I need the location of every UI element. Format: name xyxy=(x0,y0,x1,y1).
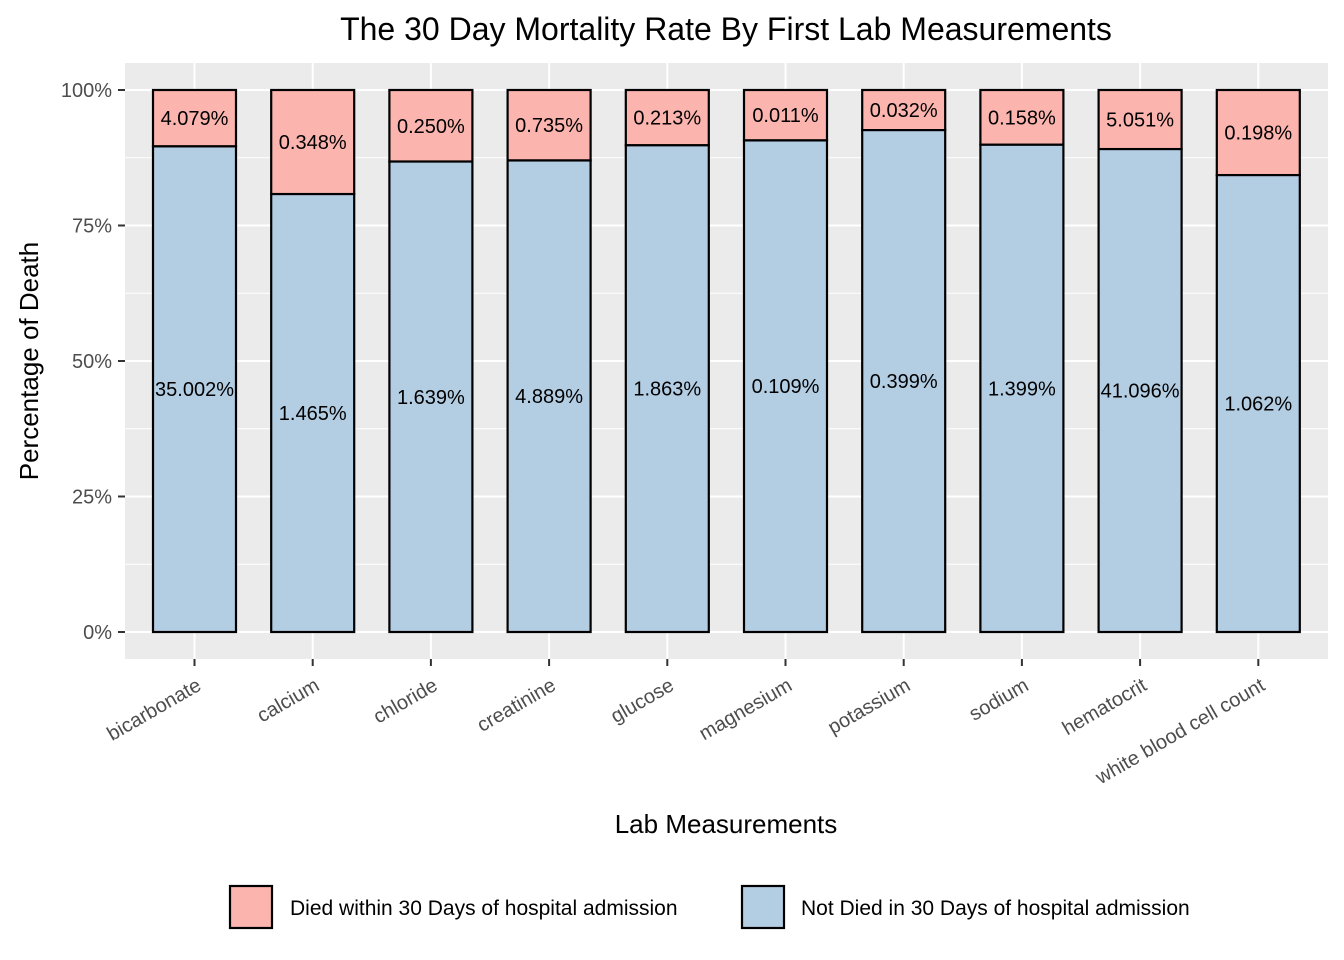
data-label-died: 0.348% xyxy=(279,132,347,154)
bar-not-died-sodium xyxy=(979,143,1065,634)
bar-not-died-glucose xyxy=(624,144,710,634)
x-tick-label: bicarbonate xyxy=(103,674,205,745)
x-tick-label: magnesium xyxy=(695,674,796,745)
data-label-died: 0.198% xyxy=(1224,123,1292,145)
bar-not-died-white-blood-cell-count xyxy=(1215,173,1301,634)
data-label-not-died: 41.096% xyxy=(1101,381,1180,403)
x-axis: bicarbonate calcium chloride creatinine gluc… xyxy=(103,659,1269,789)
x-tick-label: hematocrit xyxy=(1059,674,1151,740)
bar-died-magnesium xyxy=(742,88,829,142)
bar-died-white-blood-cell-count xyxy=(1215,88,1301,177)
legend: Died within 30 Days of hospital admissio… xyxy=(228,884,1190,930)
data-label-died: 0.735% xyxy=(515,115,583,137)
bar-labels: 4.079% 35.002% 0.348% 1.465% 0.250% 1.639% 0.7… xyxy=(155,100,1292,425)
y-axis-title: Percentage of Death xyxy=(14,242,44,481)
bar-not-died-potassium xyxy=(861,129,947,634)
x-axis-title: Lab Measurements xyxy=(615,809,838,839)
legend-key xyxy=(740,884,786,930)
data-label-not-died: 1.399% xyxy=(988,378,1056,400)
y-tick-label: 100% xyxy=(61,80,112,102)
data-label-not-died: 1.863% xyxy=(633,379,701,401)
bars xyxy=(151,88,1301,634)
bar-not-died-hematocrit xyxy=(1097,147,1183,634)
bar-not-died-chloride xyxy=(388,160,474,634)
bar-died-sodium xyxy=(979,88,1065,146)
x-tick-label: sodium xyxy=(966,674,1033,725)
data-label-died: 5.051% xyxy=(1106,110,1174,132)
chart-title: The 30 Day Mortality Rate By First Lab M… xyxy=(340,11,1112,47)
y-axis: 0% 25% 50% 75% 100% xyxy=(61,80,125,644)
y-tick-label: 75% xyxy=(72,216,112,238)
data-label-died: 0.213% xyxy=(633,108,701,130)
data-label-not-died: 35.002% xyxy=(155,379,234,401)
x-tick-label: chloride xyxy=(370,674,442,728)
y-tick-label: 25% xyxy=(72,487,112,509)
data-label-died: 0.158% xyxy=(988,107,1056,129)
bar-died-chloride xyxy=(388,88,474,163)
bar-not-died-bicarbonate xyxy=(151,145,238,634)
data-label-not-died: 0.109% xyxy=(752,376,820,398)
legend-label: Not Died in 30 Days of hospital admissio… xyxy=(801,897,1190,920)
bar-not-died-calcium xyxy=(270,192,356,634)
data-label-not-died: 0.399% xyxy=(870,371,938,393)
x-tick-label: calcium xyxy=(253,674,323,727)
data-label-not-died: 1.062% xyxy=(1224,394,1292,416)
data-label-died: 0.032% xyxy=(870,100,938,122)
x-tick-label: creatinine xyxy=(473,674,559,736)
data-label-died: 4.079% xyxy=(161,108,229,130)
bar-died-potassium xyxy=(861,88,947,132)
bar-not-died-creatinine xyxy=(506,159,592,634)
data-label-died: 0.011% xyxy=(752,105,819,127)
data-label-not-died: 1.639% xyxy=(397,387,465,409)
bar-not-died-magnesium xyxy=(742,139,829,634)
legend-key xyxy=(228,884,274,930)
y-tick-label: 50% xyxy=(72,351,112,373)
data-label-not-died: 4.889% xyxy=(515,386,583,408)
x-tick-label: potassium xyxy=(824,674,914,739)
data-label-not-died: 1.465% xyxy=(279,403,347,425)
legend-label: Died within 30 Days of hospital admissio… xyxy=(290,897,678,920)
x-tick-label: glucose xyxy=(607,674,678,728)
y-tick-label: 0% xyxy=(83,622,112,644)
data-label-died: 0.250% xyxy=(397,116,465,138)
bar-died-glucose xyxy=(624,88,710,147)
